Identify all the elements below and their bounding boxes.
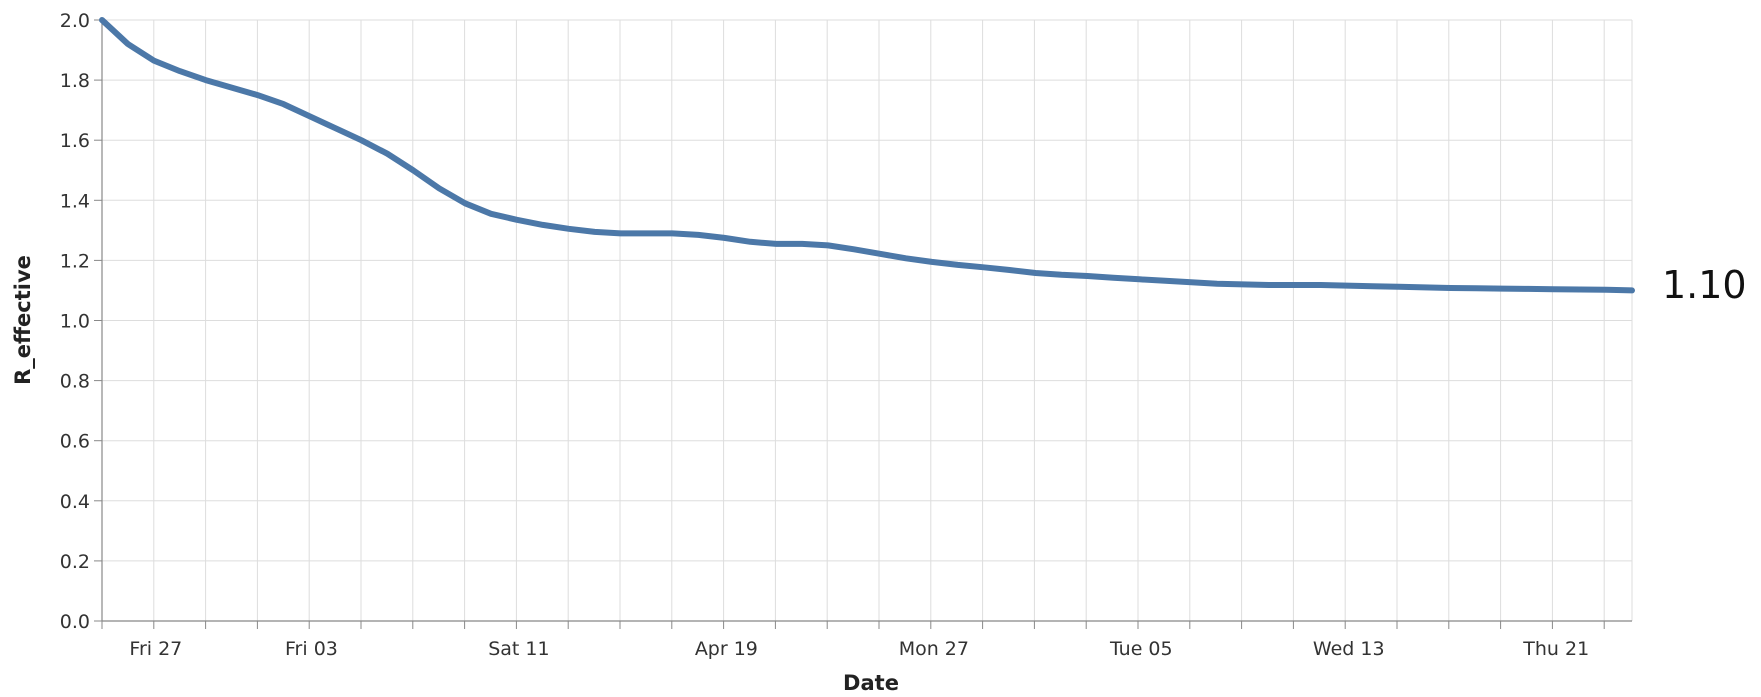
axes: 0.0 0.2 0.4 0.6 0.8 1.0 1.2 1.4 1.6 1.8 2.0 Fri 27 F… <box>60 10 1632 660</box>
x-tick-label: Sat 11 <box>488 638 549 660</box>
y-tick-label: 2.0 <box>60 10 90 32</box>
y-axis-title: R_effective <box>11 255 35 385</box>
x-tick-label: Fri 03 <box>285 638 338 660</box>
y-tick-label: 1.8 <box>60 70 90 92</box>
y-tick-label: 0.0 <box>60 611 90 633</box>
series <box>99 17 1635 294</box>
y-tick-label: 1.2 <box>60 250 90 272</box>
y-tick-label: 0.8 <box>60 371 90 393</box>
x-tick-label: Tue 05 <box>1109 638 1173 660</box>
y-tick-label: 1.4 <box>60 190 90 212</box>
y-tick-label: 0.6 <box>60 431 90 453</box>
x-axis-title: Date <box>843 671 899 695</box>
y-tick-label: 0.4 <box>60 491 90 513</box>
x-tick-label: Mon 27 <box>899 638 969 660</box>
y-tick-label: 1.6 <box>60 130 90 152</box>
grid <box>101 19 1633 622</box>
x-tick-label: Apr 19 <box>695 638 758 660</box>
r-effective-series-line <box>99 17 1635 294</box>
end-value-label: 1.10 <box>1662 263 1747 307</box>
x-tick-label: Thu 21 <box>1522 638 1589 660</box>
y-tick-label: 0.2 <box>60 551 90 573</box>
y-tick-label: 1.0 <box>60 311 90 333</box>
x-tick-label: Fri 27 <box>129 638 182 660</box>
x-tick-label: Wed 13 <box>1313 638 1385 660</box>
